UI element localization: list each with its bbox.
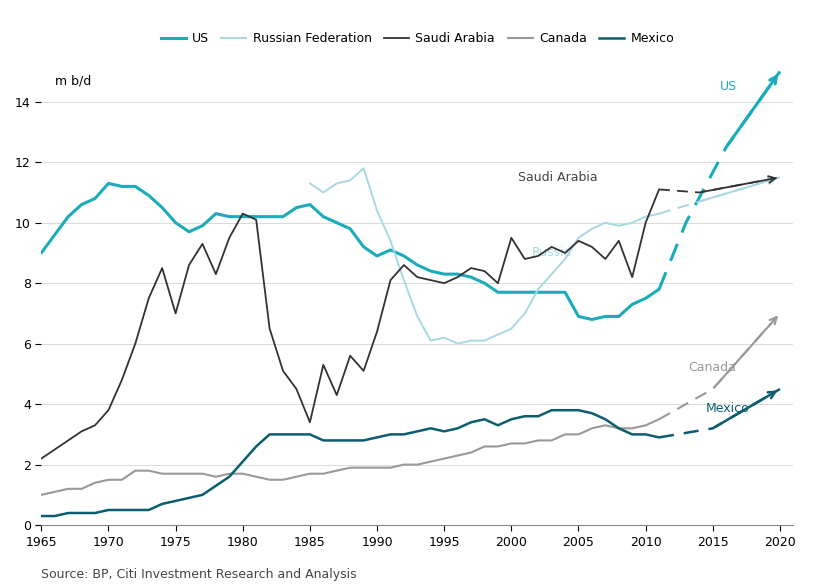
Text: Mexico: Mexico: [706, 402, 750, 415]
Text: US: US: [720, 80, 737, 93]
Text: Saudi Arabia: Saudi Arabia: [518, 171, 598, 184]
Text: m b/d: m b/d: [54, 75, 91, 87]
Legend: US, Russian Federation, Saudi Arabia, Canada, Mexico: US, Russian Federation, Saudi Arabia, Ca…: [160, 32, 674, 45]
Text: Source: BP, Citi Investment Research and Analysis: Source: BP, Citi Investment Research and…: [41, 568, 356, 581]
Text: Russia: Russia: [532, 247, 572, 259]
Text: Canada: Canada: [689, 362, 737, 375]
